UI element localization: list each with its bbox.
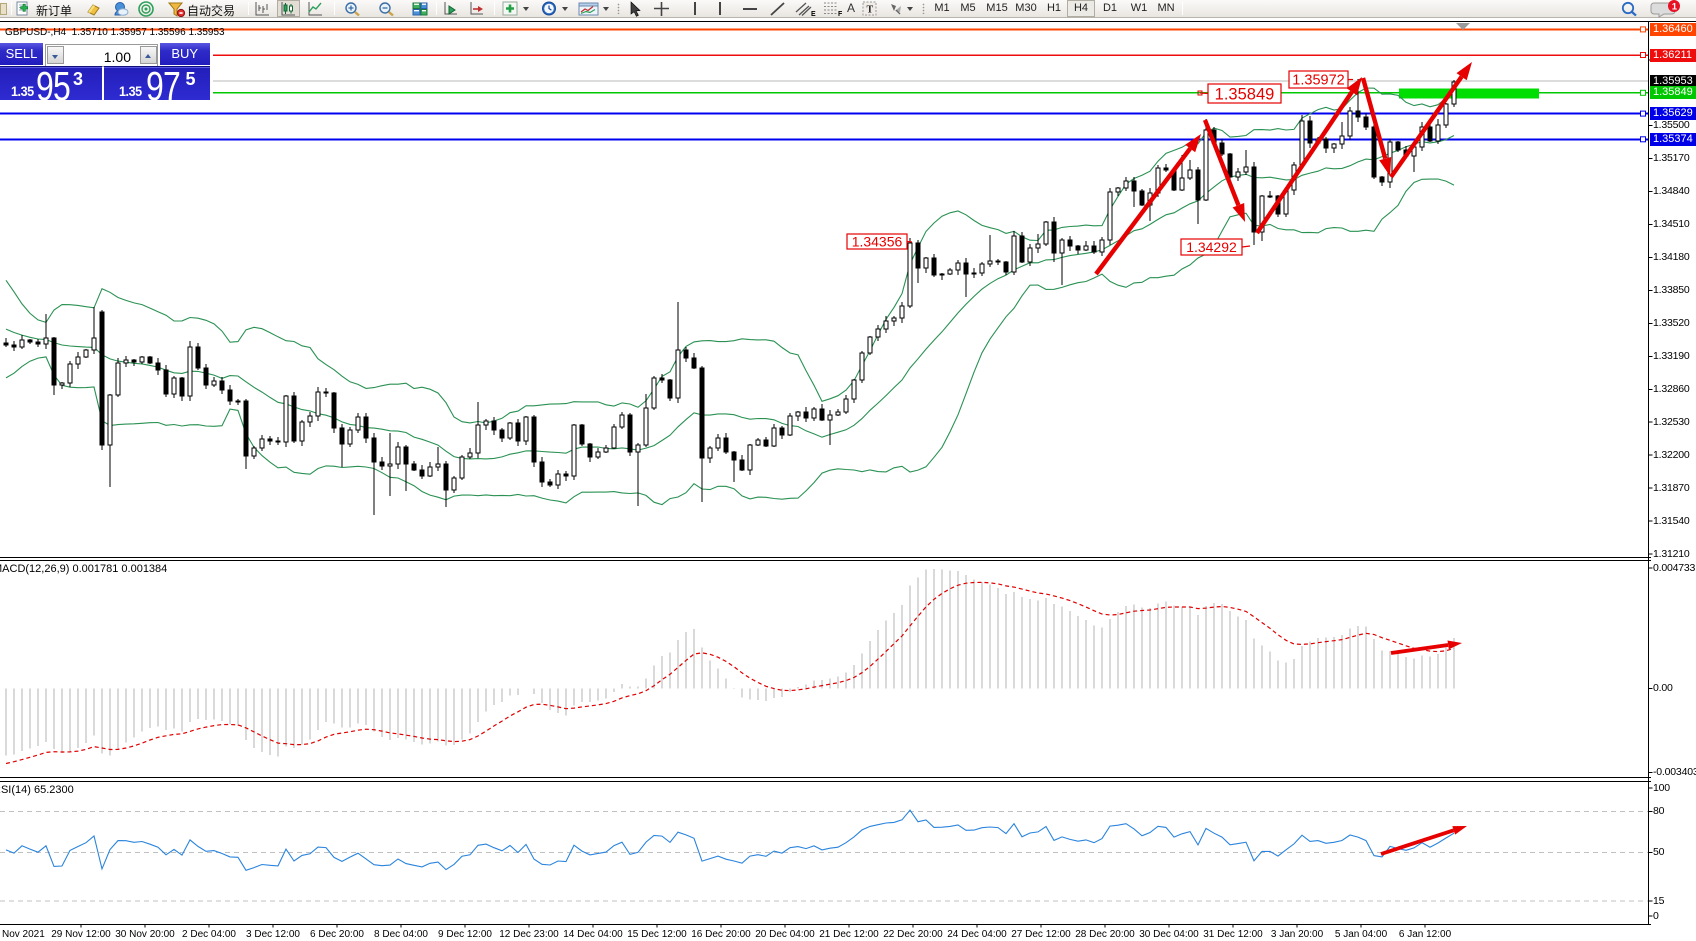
svg-text:1.34292: 1.34292: [1186, 239, 1237, 255]
svg-text:T: T: [867, 5, 874, 16]
svg-text:E: E: [811, 11, 816, 17]
svg-text:1.35849: 1.35849: [1215, 85, 1275, 103]
svg-text:1.35972: 1.35972: [1292, 73, 1344, 89]
svg-text:1.34356: 1.34356: [852, 234, 903, 250]
svg-text:F: F: [838, 11, 843, 17]
svg-text:1: 1: [1672, 2, 1678, 13]
